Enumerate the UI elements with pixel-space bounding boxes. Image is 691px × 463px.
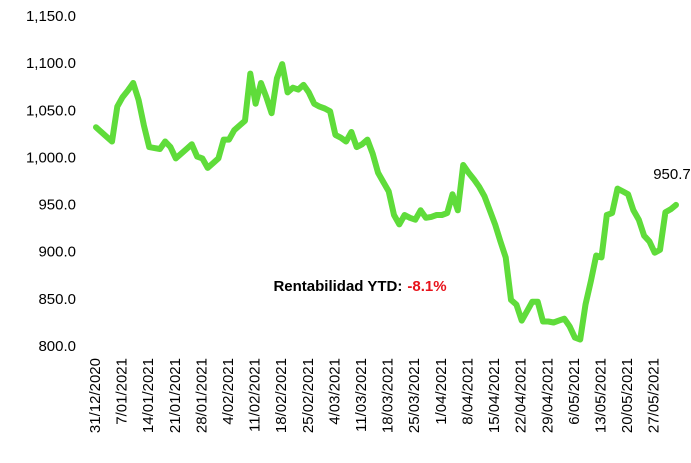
- y-tick-label: 850.0: [38, 291, 76, 308]
- x-tick-label: 4/02/2021: [220, 358, 237, 425]
- x-tick-label: 22/04/2021: [513, 358, 530, 433]
- annotation-highlight: -8.1%: [407, 278, 446, 295]
- x-tick-label: 27/05/2021: [646, 358, 663, 433]
- x-tick-label: 8/04/2021: [459, 358, 476, 425]
- value-label: 950.7: [653, 166, 691, 183]
- x-tick-label: 15/04/2021: [486, 358, 503, 433]
- y-tick-label: 800.0: [38, 338, 76, 355]
- x-tick-label: 11/02/2021: [247, 358, 264, 432]
- x-tick-label: 1/04/2021: [433, 358, 450, 425]
- x-tick-label: 20/05/2021: [619, 358, 636, 433]
- x-tick-label: 28/01/2021: [193, 358, 210, 433]
- x-tick-label: 14/01/2021: [140, 358, 157, 433]
- y-tick-label: 1,000.0: [26, 149, 76, 166]
- y-tick-label: 950.0: [38, 197, 76, 214]
- annotation-text: Rentabilidad YTD:: [273, 278, 402, 295]
- x-tick-label: 11/03/2021: [353, 358, 370, 432]
- x-tick-label: 18/02/2021: [273, 358, 290, 433]
- y-tick-label: 1,150.0: [26, 8, 76, 25]
- y-tick-label: 1,100.0: [26, 55, 76, 72]
- annotation: Rentabilidad YTD: -8.1%: [273, 278, 446, 295]
- x-tick-label: 31/12/2020: [87, 358, 104, 433]
- x-tick-label: 13/05/2021: [592, 358, 609, 433]
- x-tick-label: 29/04/2021: [539, 358, 556, 433]
- x-tick-label: 4/03/2021: [326, 358, 343, 425]
- y-tick-label: 1,050.0: [26, 102, 76, 119]
- y-tick-label: 900.0: [38, 244, 76, 261]
- x-tick-label: 25/03/2021: [406, 358, 423, 433]
- x-tick-label: 21/01/2021: [167, 358, 184, 433]
- x-tick-label: 18/03/2021: [380, 358, 397, 433]
- x-tick-label: 25/02/2021: [300, 358, 317, 433]
- x-tick-label: 7/01/2021: [114, 358, 131, 425]
- x-tick-label: 6/05/2021: [566, 358, 583, 425]
- line: [93, 61, 679, 343]
